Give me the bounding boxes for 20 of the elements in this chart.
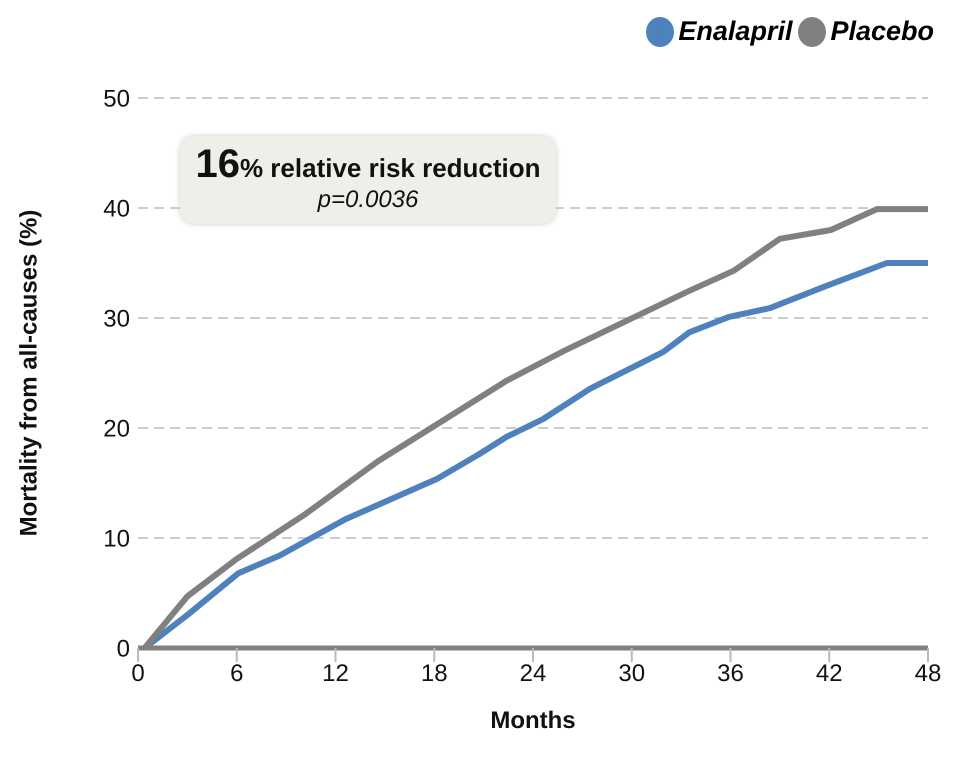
y-tick-label: 50 (103, 86, 130, 113)
y-tick-label: 0 (116, 636, 130, 663)
x-tick-label: 12 (322, 660, 349, 688)
x-tick-label: 42 (816, 660, 843, 688)
x-tick-label: 30 (618, 660, 646, 688)
y-tick-label: 40 (103, 196, 130, 223)
annotation: p=0.0036 (316, 186, 420, 214)
x-tick-label: 6 (230, 660, 244, 688)
y-tick-label: 20 (103, 416, 130, 443)
legend-label: Placebo (830, 16, 934, 47)
y-tick-label: 10 (103, 526, 130, 553)
x-tick-label: 18 (420, 660, 448, 688)
y-tick-label: 30 (103, 306, 130, 333)
x-tick-label: 48 (914, 660, 942, 688)
legend-label: Enalapril (678, 16, 792, 47)
x-axis-title: Months (490, 707, 576, 734)
x-tick-label: 24 (520, 660, 546, 688)
y-axis-title: Mortality from all-causes (%) (16, 210, 43, 536)
annotation: 16% relative risk reduction (194, 142, 542, 186)
x-tick-label: 36 (717, 660, 744, 688)
